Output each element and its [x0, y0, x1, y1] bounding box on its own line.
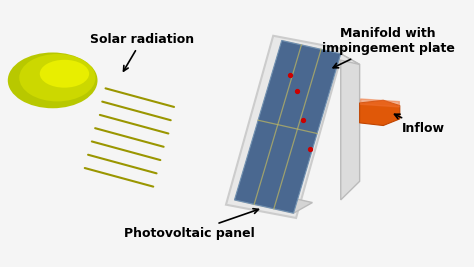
Text: Inflow: Inflow [394, 114, 445, 135]
Ellipse shape [8, 53, 98, 108]
Ellipse shape [40, 60, 89, 88]
Ellipse shape [19, 54, 95, 101]
Polygon shape [226, 36, 343, 218]
Text: Solar radiation: Solar radiation [91, 33, 194, 71]
Text: Photovoltaic panel: Photovoltaic panel [124, 209, 258, 240]
Polygon shape [341, 54, 360, 200]
Text: Manifold with
impingement plate: Manifold with impingement plate [321, 27, 455, 68]
Polygon shape [360, 100, 400, 125]
Polygon shape [235, 189, 312, 213]
Polygon shape [361, 99, 399, 107]
Polygon shape [235, 41, 341, 213]
Polygon shape [282, 41, 360, 64]
